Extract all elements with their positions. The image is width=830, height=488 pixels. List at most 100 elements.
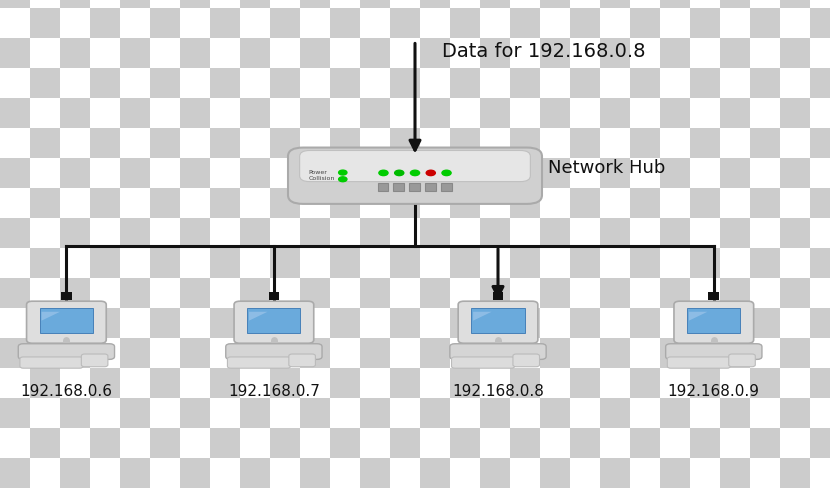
Bar: [30, 428, 60, 458]
Bar: [330, 458, 360, 488]
Bar: [0, 69, 30, 99]
Bar: [0, 99, 30, 129]
Bar: [720, 159, 750, 189]
Bar: [480, 368, 510, 398]
Bar: [660, 458, 690, 488]
Bar: [690, 159, 720, 189]
Bar: [210, 458, 240, 488]
Bar: [150, 338, 180, 368]
Bar: [390, 69, 420, 99]
Bar: [510, 189, 540, 219]
Bar: [360, 368, 390, 398]
Bar: [150, 129, 180, 159]
Bar: [150, 0, 180, 9]
Bar: [120, 279, 150, 308]
Bar: [720, 0, 750, 9]
Bar: [630, 428, 660, 458]
Circle shape: [339, 171, 347, 176]
Bar: [210, 99, 240, 129]
Bar: [120, 99, 150, 129]
Bar: [780, 9, 810, 39]
Bar: [780, 69, 810, 99]
Bar: [150, 248, 180, 279]
Bar: [660, 129, 690, 159]
Bar: [240, 248, 270, 279]
Bar: [90, 308, 120, 338]
Bar: [210, 398, 240, 428]
Bar: [360, 338, 390, 368]
Bar: [480, 159, 510, 189]
Bar: [570, 39, 600, 69]
Bar: [210, 159, 240, 189]
Bar: [60, 219, 90, 248]
Bar: [0, 9, 30, 39]
Bar: [780, 189, 810, 219]
Bar: [210, 129, 240, 159]
Bar: [210, 219, 240, 248]
Bar: [330, 428, 360, 458]
Bar: [180, 39, 210, 69]
Bar: [30, 398, 60, 428]
Bar: [480, 9, 510, 39]
Bar: [600, 458, 630, 488]
Bar: [750, 69, 780, 99]
Bar: [420, 428, 450, 458]
Bar: [393, 183, 404, 191]
Bar: [480, 279, 510, 308]
Bar: [750, 279, 780, 308]
Bar: [660, 248, 690, 279]
Bar: [60, 39, 90, 69]
Bar: [330, 219, 360, 248]
Bar: [420, 9, 450, 39]
Bar: [300, 69, 330, 99]
Bar: [720, 248, 750, 279]
Bar: [600, 428, 630, 458]
Bar: [390, 99, 420, 129]
Bar: [60, 458, 90, 488]
FancyBboxPatch shape: [513, 354, 540, 367]
Bar: [120, 219, 150, 248]
Bar: [390, 189, 420, 219]
Bar: [420, 458, 450, 488]
Bar: [120, 159, 150, 189]
Bar: [90, 9, 120, 39]
Bar: [360, 428, 390, 458]
Bar: [30, 219, 60, 248]
Bar: [720, 39, 750, 69]
Bar: [450, 458, 480, 488]
Bar: [330, 129, 360, 159]
Bar: [0, 428, 30, 458]
Bar: [30, 248, 60, 279]
Bar: [720, 189, 750, 219]
FancyBboxPatch shape: [666, 344, 762, 360]
Bar: [150, 398, 180, 428]
Bar: [480, 219, 510, 248]
Bar: [180, 9, 210, 39]
Bar: [420, 219, 450, 248]
Bar: [60, 279, 90, 308]
Bar: [120, 338, 150, 368]
Bar: [180, 69, 210, 99]
Bar: [60, 9, 90, 39]
Bar: [300, 219, 330, 248]
Bar: [0, 368, 30, 398]
Bar: [300, 0, 330, 9]
Bar: [300, 189, 330, 219]
Bar: [690, 129, 720, 159]
Bar: [690, 428, 720, 458]
Bar: [630, 338, 660, 368]
Bar: [780, 39, 810, 69]
Bar: [180, 129, 210, 159]
Bar: [750, 219, 780, 248]
Bar: [750, 338, 780, 368]
Bar: [90, 39, 120, 69]
Bar: [570, 279, 600, 308]
Bar: [240, 129, 270, 159]
Bar: [120, 0, 150, 9]
Bar: [810, 159, 830, 189]
Bar: [570, 0, 600, 9]
FancyBboxPatch shape: [452, 357, 515, 368]
Bar: [540, 308, 570, 338]
Text: Collision: Collision: [309, 176, 335, 181]
Bar: [240, 159, 270, 189]
